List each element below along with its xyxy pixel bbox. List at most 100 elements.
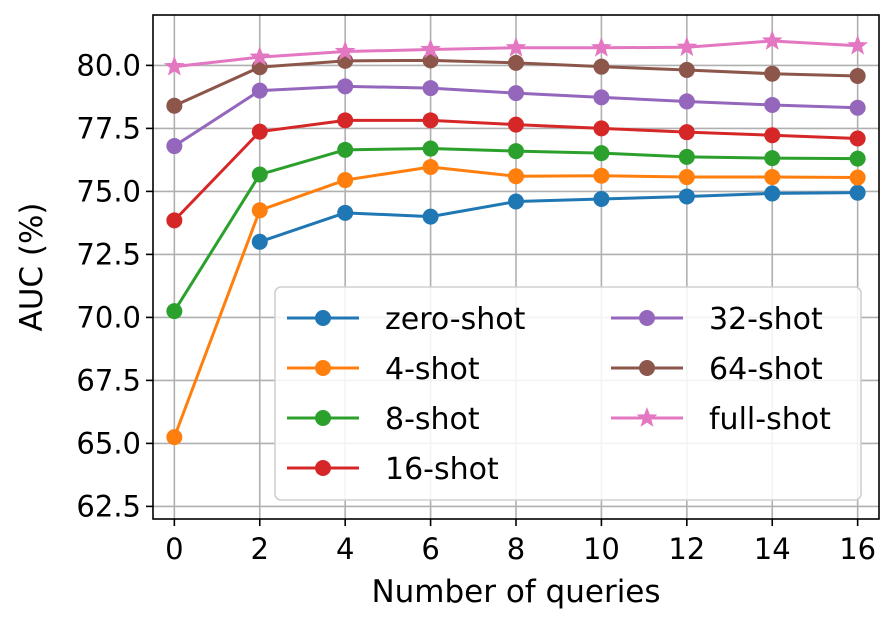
series-full-shot: [163, 30, 869, 76]
data-point: [847, 34, 869, 55]
x-tick-label: 2: [251, 532, 269, 566]
data-point: [508, 193, 524, 210]
data-point: [166, 97, 183, 114]
data-point: [764, 150, 781, 167]
data-point: [166, 138, 183, 155]
series-line: [259, 191, 858, 244]
legend-marker: [636, 407, 658, 427]
data-point: [422, 112, 439, 129]
legend-entry-8-shot: 8-shot: [287, 402, 480, 437]
legend-box: [274, 286, 862, 501]
x-tick-label: 12: [668, 532, 705, 566]
data-point: [166, 212, 183, 229]
data-point: [163, 55, 185, 76]
data-point: [764, 65, 781, 82]
data-point: [764, 169, 781, 186]
series-4-shot: [166, 158, 866, 446]
data-point: [678, 61, 695, 78]
y-tick-label: 80.0: [76, 48, 141, 82]
data-point: [764, 127, 781, 144]
legend-marker: [315, 310, 331, 326]
data-point: [849, 67, 866, 84]
data-point: [166, 429, 183, 446]
data-point: [422, 80, 439, 97]
legend-label: 64-shot: [709, 352, 823, 387]
data-point: [593, 190, 610, 207]
legend-marker: [315, 460, 331, 476]
legend-entry-4-shot: 4-shot: [287, 352, 480, 387]
series-16-shot: [166, 112, 866, 229]
y-tick-label: 75.0: [76, 174, 141, 208]
data-point: [593, 120, 610, 137]
y-tick-label: 77.5: [76, 111, 141, 145]
legend-label: 16-shot: [385, 452, 499, 487]
x-axis-title: Number of queries: [371, 574, 660, 610]
x-tick-label: 0: [165, 532, 183, 566]
data-point: [849, 169, 866, 186]
data-point: [505, 36, 527, 57]
legend: zero-shot 4-shot 8-shot 16-shot 32-shot 64-sh…: [274, 286, 862, 501]
data-point: [764, 96, 781, 113]
data-point: [764, 185, 781, 202]
data-point: [508, 143, 524, 160]
legend-entry-16-shot: 16-shot: [287, 452, 499, 487]
data-point: [849, 150, 866, 167]
legend-label: zero-shot: [385, 302, 526, 337]
x-tick-label: 6: [421, 532, 439, 566]
data-point: [337, 141, 354, 158]
legend-entry-zero-shot: zero-shot: [287, 302, 526, 337]
data-point: [593, 89, 610, 106]
data-point: [849, 99, 866, 116]
data-point: [678, 124, 695, 141]
series-zero-shot: [251, 184, 866, 250]
legend-marker: [639, 310, 655, 326]
y-tick-label: 65.0: [76, 426, 141, 460]
data-point: [676, 36, 698, 57]
data-point: [422, 208, 439, 225]
data-point: [337, 112, 354, 129]
x-tick-label: 8: [507, 532, 525, 566]
data-point: [337, 204, 354, 221]
data-point: [508, 168, 524, 185]
legend-entry-64-shot: 64-shot: [611, 352, 823, 387]
legend-marker: [315, 410, 331, 426]
x-tick-label: 4: [336, 532, 354, 566]
data-point: [337, 172, 354, 189]
data-point: [678, 188, 695, 205]
y-tick-label: 62.5: [76, 489, 141, 523]
y-tick-label: 67.5: [76, 363, 141, 397]
legend-entry-full-shot: full-shot: [611, 402, 831, 437]
legend-marker: [639, 360, 655, 376]
series-32-shot: [166, 78, 866, 155]
data-point: [422, 52, 439, 69]
series-layer: [163, 30, 869, 446]
legend-label: full-shot: [709, 402, 831, 437]
legend-label: 4-shot: [385, 352, 480, 387]
axis-ticks: 0 2 4 6 8 10 12 14 16 62.5 65.0 67.5 70.0 72.5 75.0 77.…: [76, 48, 876, 566]
data-point: [422, 140, 439, 157]
data-point: [334, 40, 356, 61]
data-point: [251, 233, 268, 250]
data-point: [678, 148, 695, 165]
y-tick-label: 72.5: [76, 237, 141, 271]
data-point: [678, 169, 695, 186]
x-tick-label: 14: [754, 532, 791, 566]
data-point: [251, 123, 268, 140]
legend-label: 8-shot: [385, 402, 480, 437]
x-tick-label: 16: [839, 532, 876, 566]
legend-marker: [315, 360, 331, 376]
data-point: [508, 54, 524, 71]
data-point: [591, 36, 612, 57]
data-point: [422, 158, 439, 175]
data-point: [251, 82, 268, 99]
data-point: [251, 202, 268, 219]
data-point: [849, 130, 866, 147]
data-point: [678, 93, 695, 110]
legend-label: 32-shot: [709, 302, 823, 337]
data-point: [249, 46, 271, 66]
data-point: [761, 30, 783, 50]
series-8-shot: [166, 140, 866, 320]
data-point: [508, 116, 524, 133]
